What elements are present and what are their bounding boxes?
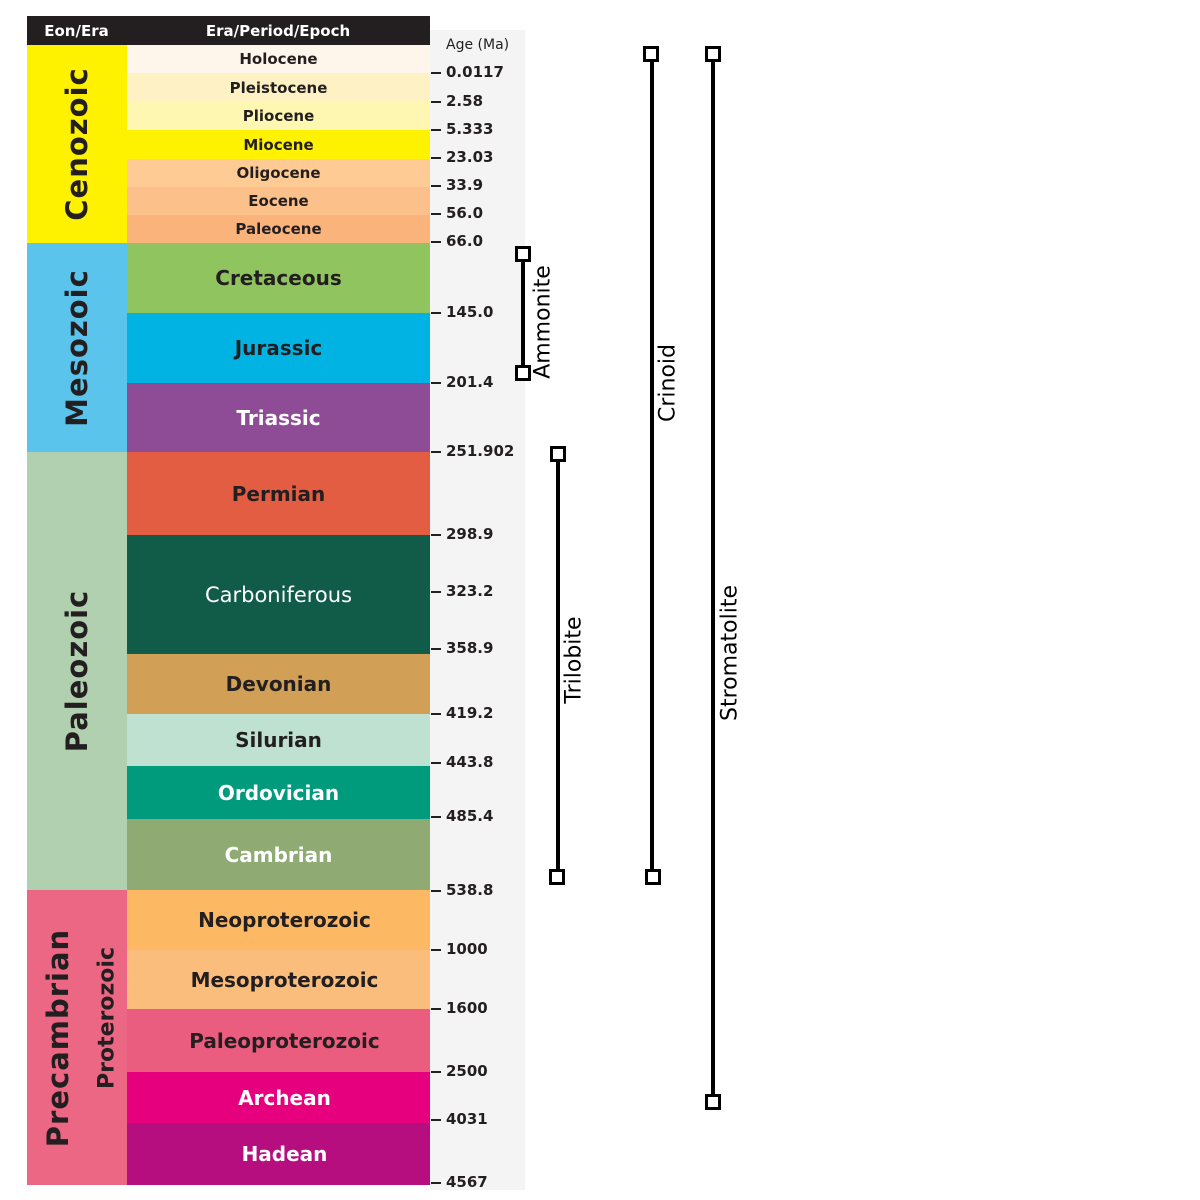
stromatolite-end-marker xyxy=(705,1094,721,1110)
crinoid-range-line xyxy=(650,54,654,877)
unit-cambrian: Cambrian xyxy=(127,819,430,890)
age-label: 2.58 xyxy=(446,92,484,110)
age-tick xyxy=(431,890,441,892)
age-tick xyxy=(431,157,441,159)
age-tick xyxy=(431,949,441,951)
header-period: Era/Period/Epoch xyxy=(126,16,430,45)
unit-cretaceous: Cretaceous xyxy=(127,243,430,313)
age-tick xyxy=(431,1182,441,1184)
era-label: Mesozoic xyxy=(60,268,94,427)
unit-mesoproterozoic: Mesoproterozoic xyxy=(127,950,430,1009)
age-label: 5.333 xyxy=(446,120,494,138)
age-label: 298.9 xyxy=(446,525,494,543)
age-tick xyxy=(431,185,441,187)
age-label: 0.0117 xyxy=(446,63,504,81)
age-label: 323.2 xyxy=(446,582,494,600)
stromatolite-label: Stromatolite xyxy=(717,585,743,721)
age-label: 358.9 xyxy=(446,639,494,657)
unit-oligocene: Oligocene xyxy=(127,159,430,187)
age-header: Age (Ma) xyxy=(446,37,510,53)
age-label: 23.03 xyxy=(446,148,494,166)
trilobite-range-line xyxy=(556,454,560,877)
trilobite-start-marker xyxy=(550,446,566,462)
unit-devonian: Devonian xyxy=(127,654,430,714)
age-tick xyxy=(431,762,441,764)
era-mesozoic: Mesozoic xyxy=(27,243,127,452)
ammonite-label: Ammonite xyxy=(530,265,556,379)
age-tick xyxy=(431,713,441,715)
age-label: 443.8 xyxy=(446,753,494,771)
era-cenozoic: Cenozoic xyxy=(27,45,127,243)
header-eon-era: Eon/Era xyxy=(27,16,126,45)
unit-paleoproterozoic: Paleoproterozoic xyxy=(127,1009,430,1072)
unit-neoproterozoic: Neoproterozoic xyxy=(127,890,430,950)
crinoid-start-marker xyxy=(643,46,659,62)
age-label: 2500 xyxy=(446,1062,488,1080)
era-label: Precambrian xyxy=(41,928,75,1147)
unit-archean: Archean xyxy=(127,1072,430,1123)
age-tick xyxy=(431,1071,441,1073)
era-paleozoic: Paleozoic xyxy=(27,452,127,890)
age-tick xyxy=(431,1119,441,1121)
age-label: 4031 xyxy=(446,1110,488,1128)
age-tick xyxy=(431,101,441,103)
unit-paleocene: Paleocene xyxy=(127,215,430,243)
age-tick xyxy=(431,451,441,453)
crinoid-label: Crinoid xyxy=(655,344,681,422)
unit-holocene: Holocene xyxy=(127,45,430,73)
ammonite-start-marker xyxy=(515,246,531,262)
age-column xyxy=(430,30,525,1190)
unit-eocene: Eocene xyxy=(127,187,430,215)
stromatolite-start-marker xyxy=(705,46,721,62)
age-label: 419.2 xyxy=(446,704,494,722)
age-label: 538.8 xyxy=(446,881,494,899)
sub-eon-label: Proterozoic xyxy=(94,947,120,1089)
age-tick xyxy=(431,72,441,74)
unit-hadean: Hadean xyxy=(127,1123,430,1185)
age-label: 56.0 xyxy=(446,204,484,222)
unit-pliocene: Pliocene xyxy=(127,102,430,130)
unit-jurassic: Jurassic xyxy=(127,313,430,383)
unit-pleistocene: Pleistocene xyxy=(127,73,430,102)
ammonite-range-line xyxy=(521,254,525,373)
age-tick xyxy=(431,1008,441,1010)
era-label: Cenozoic xyxy=(60,67,94,221)
age-tick xyxy=(431,213,441,215)
ammonite-end-marker xyxy=(515,365,531,381)
age-label: 1000 xyxy=(446,940,488,958)
unit-carboniferous: Carboniferous xyxy=(127,535,430,654)
era-precambrian: Precambrian Proterozoic xyxy=(27,890,127,1185)
unit-silurian: Silurian xyxy=(127,714,430,766)
unit-ordovician: Ordovician xyxy=(127,766,430,819)
age-label: 1600 xyxy=(446,999,488,1017)
unit-permian: Permian xyxy=(127,452,430,535)
age-label: 4567 xyxy=(446,1173,488,1191)
age-tick xyxy=(431,816,441,818)
age-tick xyxy=(431,241,441,243)
age-tick xyxy=(431,382,441,384)
age-label: 485.4 xyxy=(446,807,494,825)
age-tick xyxy=(431,534,441,536)
era-label: Paleozoic xyxy=(60,589,94,753)
age-label: 66.0 xyxy=(446,232,484,250)
crinoid-end-marker xyxy=(645,869,661,885)
unit-miocene: Miocene xyxy=(127,130,430,159)
age-label: 33.9 xyxy=(446,176,484,194)
age-label: 201.4 xyxy=(446,373,494,391)
age-tick xyxy=(431,129,441,131)
age-label: 145.0 xyxy=(446,303,494,321)
age-tick xyxy=(431,648,441,650)
trilobite-label: Trilobite xyxy=(561,616,587,704)
trilobite-end-marker xyxy=(549,869,565,885)
unit-triassic: Triassic xyxy=(127,383,430,452)
age-tick xyxy=(431,312,441,314)
age-tick xyxy=(431,591,441,593)
stromatolite-range-line xyxy=(711,54,715,1102)
age-label: 251.902 xyxy=(446,442,515,460)
